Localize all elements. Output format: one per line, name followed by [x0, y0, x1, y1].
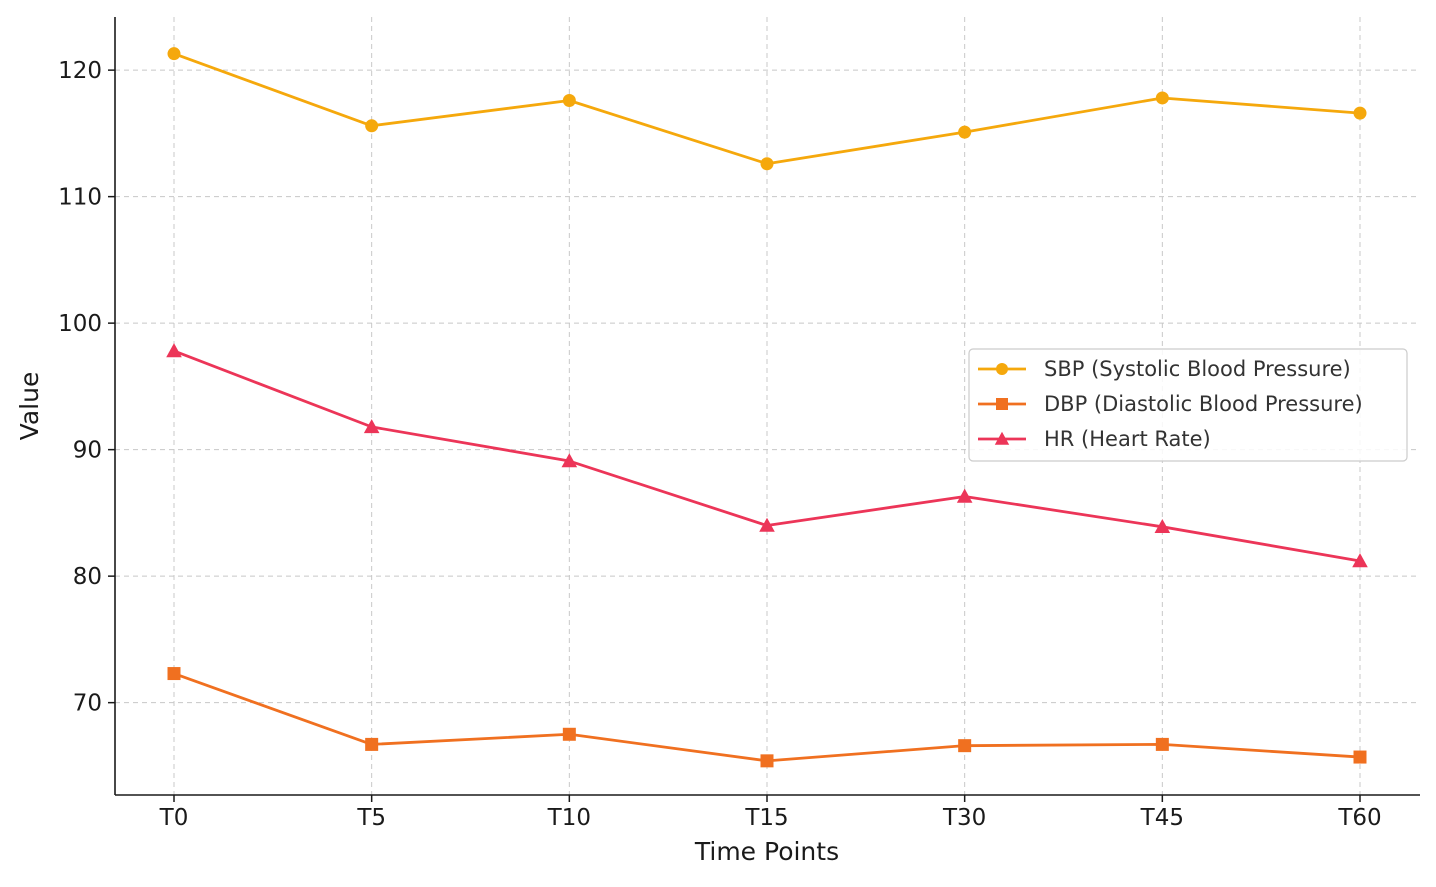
- x-axis-title: Time Points: [694, 837, 839, 866]
- data-point: [996, 363, 1008, 375]
- legend-item: DBP (Diastolic Blood Pressure): [978, 392, 1363, 416]
- x-tick-label: T10: [547, 805, 591, 831]
- data-point: [1155, 91, 1169, 105]
- data-point: [167, 47, 181, 61]
- data-point: [1353, 106, 1367, 120]
- y-tick-label: 90: [73, 438, 102, 464]
- data-point: [167, 667, 181, 681]
- data-point: [1353, 750, 1367, 764]
- y-tick-label: 110: [58, 185, 102, 211]
- data-point: [1352, 553, 1368, 568]
- data-point: [562, 727, 576, 741]
- axes-layer: T0 T5 T10 T15 T30 T45 T60 70 80 90 100 110 120: [58, 17, 1420, 831]
- x-tick-label: T60: [1337, 805, 1381, 831]
- data-point: [363, 419, 380, 434]
- y-tick-label: 80: [73, 564, 102, 590]
- legend-label: DBP (Diastolic Blood Pressure): [1044, 392, 1363, 416]
- data-point: [1154, 519, 1171, 534]
- legend-item: HR (Heart Rate): [978, 427, 1211, 451]
- data-point: [365, 119, 379, 133]
- x-tick-label: T5: [356, 805, 386, 831]
- legend: SBP (Systolic Blood Pressure) DBP (Diasto…: [968, 348, 1408, 462]
- legend-item: SBP (Systolic Blood Pressure): [978, 357, 1351, 381]
- data-point: [1155, 737, 1169, 751]
- legend-label: HR (Heart Rate): [1044, 427, 1211, 451]
- data-point: [994, 431, 1010, 445]
- x-tick-label: T30: [942, 805, 986, 831]
- y-tick-label: 70: [73, 691, 102, 717]
- y-tick-label: 100: [58, 311, 102, 337]
- x-tick-label: T0: [159, 805, 189, 831]
- data-point: [760, 754, 774, 768]
- data-point: [365, 737, 379, 751]
- data-point: [956, 488, 973, 503]
- series-group: [167, 47, 1367, 171]
- data-point: [958, 739, 972, 753]
- series-layer: [166, 47, 1368, 768]
- y-axis-title: Value: [15, 372, 44, 441]
- data-point: [760, 157, 774, 171]
- data-point: [561, 453, 578, 468]
- x-tick-label: T15: [744, 805, 788, 831]
- y-tick-label: 120: [58, 58, 102, 84]
- data-point: [166, 343, 182, 358]
- series-group: [166, 343, 1368, 568]
- legend-label: SBP (Systolic Blood Pressure): [1044, 357, 1351, 381]
- series-group: [167, 667, 1367, 768]
- legend-box: [968, 348, 1408, 462]
- data-point: [759, 517, 775, 532]
- x-tick-label: T45: [1140, 805, 1184, 831]
- data-point: [996, 398, 1008, 410]
- data-point: [958, 125, 972, 139]
- data-point: [562, 93, 576, 107]
